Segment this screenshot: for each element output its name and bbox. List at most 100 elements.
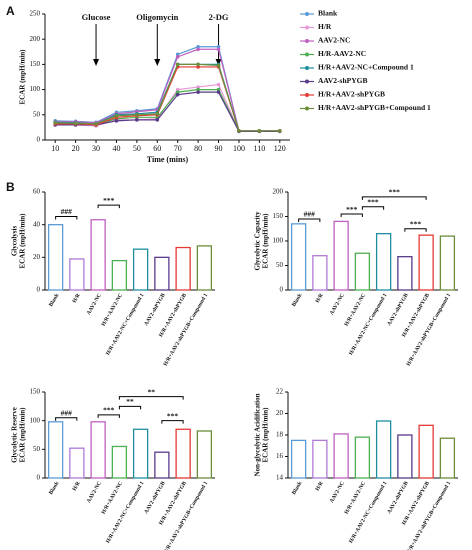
significance-label: ### [61, 409, 73, 418]
y-axis-label: ECAR (mpH/min) [262, 213, 270, 269]
bar [111, 445, 128, 479]
significance-label: ### [61, 207, 73, 216]
y-tick-label: 50 [276, 261, 284, 269]
x-tick-label: Blank [48, 292, 61, 308]
panel-label: B [6, 180, 15, 194]
y-axis-label: Non-glycolytic Acidification [254, 393, 262, 476]
y-tick-label: 100 [30, 85, 41, 93]
x-tick-label: H/R [315, 292, 326, 304]
x-tick-label: H/R+AAV2-NC+Compound 1 [348, 292, 388, 356]
legend-marker [305, 25, 309, 30]
legend-marker [305, 66, 309, 70]
bar [154, 451, 170, 479]
y-tick-label: 250 [30, 10, 41, 18]
arrow-head [154, 59, 161, 66]
point [135, 118, 139, 122]
bar [290, 439, 307, 479]
bar [375, 420, 392, 479]
x-tick-label: 80 [194, 144, 202, 153]
significance-bracket [55, 417, 78, 421]
x-tick-label: H/R [72, 292, 83, 304]
y-tick-label: 60 [33, 188, 41, 196]
significance-bracket [118, 396, 184, 400]
bar [290, 223, 307, 291]
bar [439, 437, 456, 479]
point [216, 47, 221, 52]
y-axis-label: Glycolytic Reserve [11, 407, 19, 463]
significance-bracket [298, 218, 321, 222]
significance-bracket [97, 204, 120, 209]
significance-bracket [118, 405, 142, 410]
significance-label: *** [410, 219, 422, 228]
x-tick-label: 40 [112, 144, 120, 153]
x-tick-label: H/R+AAV2-NC+Compound 1 [348, 480, 388, 544]
x-tick-label: 110 [254, 144, 266, 153]
x-tick-label: 120 [274, 144, 286, 153]
point [175, 92, 180, 97]
bar [69, 447, 85, 479]
y-axis-label: ECAR (mpH/min) [262, 407, 270, 463]
x-tick-label: H/R+AAV2-NC [344, 293, 368, 328]
point [257, 129, 262, 133]
y-tick-label: 40 [33, 220, 41, 228]
x-tick-label: AAV2-shPYGB [143, 292, 166, 327]
y-tick-label: 0 [37, 136, 41, 144]
y-axis-label: Glycolytic Capacity [254, 211, 262, 270]
legend-label: H/R+AAV2-shPYGB [318, 90, 385, 99]
x-tick-label: H/R+AAV2-NC [101, 293, 125, 328]
point [196, 87, 200, 92]
significance-label: *** [103, 406, 115, 415]
bar [47, 224, 64, 291]
series-line [55, 63, 280, 132]
point [175, 90, 180, 94]
annotation: 2-DG [209, 12, 229, 22]
point [53, 121, 58, 125]
point [155, 111, 160, 116]
legend-label: H/R+AAV2-NC+Compound 1 [318, 63, 414, 72]
point [196, 85, 200, 89]
bar [90, 219, 106, 291]
y-tick-label: 0 [37, 286, 41, 294]
bar [333, 433, 349, 479]
significance-bracket [55, 216, 78, 220]
x-tick-label: AAV2-NC [329, 481, 346, 505]
x-tick-label: H/R+AAV2-shPYGB+Compound 1 [406, 292, 453, 367]
y-axis-label: ECAR (mpH/min) [19, 407, 27, 463]
bar [175, 428, 191, 479]
legend-marker [305, 93, 309, 97]
point [155, 118, 160, 122]
point [175, 62, 180, 67]
bar [132, 428, 149, 479]
x-tick-label: H/R+AAV2-NC [344, 481, 368, 516]
x-tick-label: 90 [215, 144, 223, 153]
bar [354, 252, 371, 291]
bar [418, 234, 434, 291]
bar [354, 436, 371, 479]
bar [397, 434, 413, 479]
x-tick-label: H/R+AAV2-shPYGB+Compound 1 [163, 292, 210, 367]
x-tick-label: 10 [51, 144, 59, 153]
point [216, 82, 221, 87]
point [216, 87, 221, 92]
x-tick-label: Blank [291, 480, 304, 496]
significance-bracket [161, 420, 184, 424]
significance-bracket [361, 206, 385, 210]
legend-label: Blank [318, 9, 338, 18]
bar [111, 259, 128, 291]
annotation: Glucose [82, 12, 111, 22]
bar [196, 430, 213, 479]
bar [333, 220, 349, 291]
x-tick-label: 70 [174, 144, 182, 153]
point [237, 129, 241, 133]
significance-label: *** [389, 188, 401, 197]
y-tick-label: 14 [276, 474, 284, 482]
legend-label: H/R [318, 22, 332, 31]
x-tick-label: AAV2-NC [86, 293, 103, 317]
x-tick-label: H/R+AAV2-NC [101, 481, 125, 516]
point [175, 55, 180, 59]
legend-label: AAV2-NC [318, 36, 350, 45]
x-tick-label: 30 [92, 144, 100, 153]
significance-label: *** [167, 411, 179, 420]
legend-label: AAV2-shPYGB [318, 76, 367, 85]
significance-label: *** [103, 196, 115, 205]
